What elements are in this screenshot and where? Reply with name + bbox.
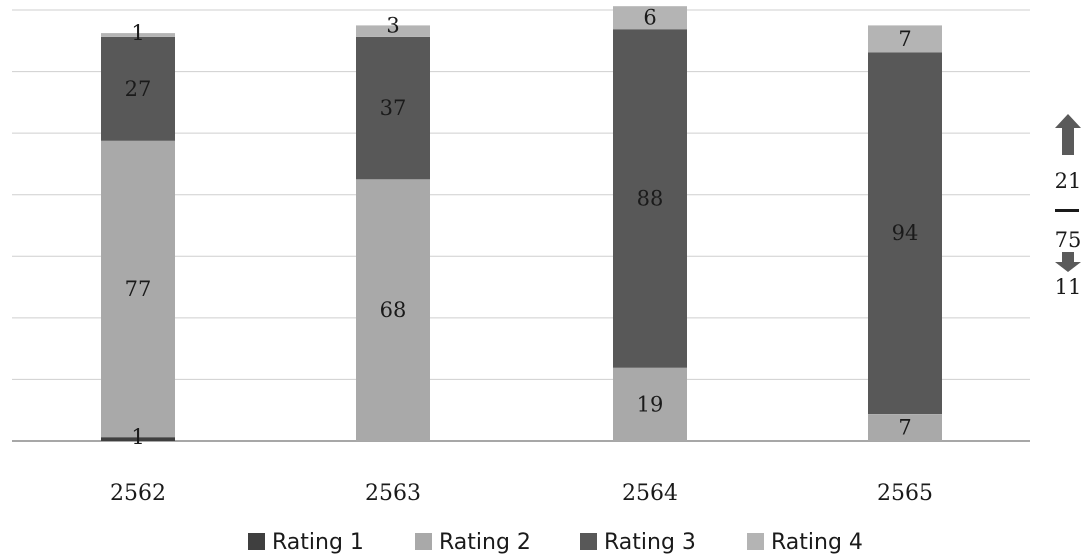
legend-label-rating-3: Rating 3 <box>604 530 696 555</box>
x-tick-label-2565: 2565 <box>877 481 933 506</box>
legend-label-rating-4: Rating 4 <box>771 530 863 555</box>
data-label-rating-2-2563: 68 <box>380 298 407 322</box>
bar-segment-rating-2-2565 <box>868 414 942 441</box>
legend-swatch-rating-1 <box>248 533 265 550</box>
bars <box>101 6 942 442</box>
bar-segment-rating-1-2562 <box>101 437 175 441</box>
legend-swatch-rating-2 <box>415 533 432 550</box>
x-tick-labels: 2562 2563 2564 2565 <box>110 481 933 506</box>
bar-segment-rating-3-2564 <box>613 29 687 368</box>
bar-segment-rating-4-2562 <box>101 33 175 37</box>
legend-swatch-rating-3 <box>580 533 597 550</box>
arrow-down-icon <box>1055 252 1081 272</box>
bar-segment-rating-3-2562 <box>101 36 175 141</box>
bar-segment-rating-3-2563 <box>356 36 430 180</box>
bar-segment-rating-2-2564 <box>613 367 687 441</box>
x-tick-label-2564: 2564 <box>622 481 678 506</box>
legend-label-rating-1: Rating 1 <box>272 530 364 555</box>
bar-segment-rating-2-2563 <box>356 179 430 442</box>
data-label-rating-4-2565: 7 <box>898 27 911 51</box>
data-label-rating-3-2565: 94 <box>892 221 919 245</box>
bar-labels: 1 77 27 1 68 37 3 19 88 6 7 94 7 <box>125 6 919 450</box>
data-label-rating-2-2565: 7 <box>898 416 911 440</box>
data-label-rating-2-2562: 77 <box>125 277 152 301</box>
legend: Rating 1 Rating 2 Rating 3 Rating 4 <box>248 530 863 555</box>
data-label-rating-4-2564: 6 <box>643 6 656 30</box>
data-label-rating-1-2562: 1 <box>131 425 144 449</box>
data-label-rating-4-2563: 3 <box>386 13 399 37</box>
bar-segment-rating-3-2565 <box>868 52 942 415</box>
bar-segment-rating-4-2563 <box>356 25 430 37</box>
x-tick-label-2562: 2562 <box>110 481 166 506</box>
legend-label-rating-2: Rating 2 <box>439 530 531 555</box>
legend-swatch-rating-4 <box>747 533 764 550</box>
arrow-up-icon <box>1055 114 1081 155</box>
side-mid-value: 75 <box>1055 228 1082 252</box>
side-divider <box>1055 209 1079 212</box>
side-down-value: 11 <box>1055 275 1082 299</box>
bar-segment-rating-2-2562 <box>101 140 175 438</box>
side-up-value: 21 <box>1055 169 1082 193</box>
x-tick-label-2563: 2563 <box>365 481 421 506</box>
grid-lines <box>12 9 1030 442</box>
data-label-rating-3-2563: 37 <box>380 96 407 120</box>
bar-segment-rating-4-2564 <box>613 6 687 30</box>
data-label-rating-3-2562: 27 <box>125 77 152 101</box>
data-label-rating-2-2564: 19 <box>637 392 664 416</box>
data-label-rating-3-2564: 88 <box>637 187 664 211</box>
bar-segment-rating-4-2565 <box>868 25 942 53</box>
side-summary: 21 75 11 <box>1055 114 1082 299</box>
data-label-rating-4-2562: 1 <box>131 21 144 45</box>
